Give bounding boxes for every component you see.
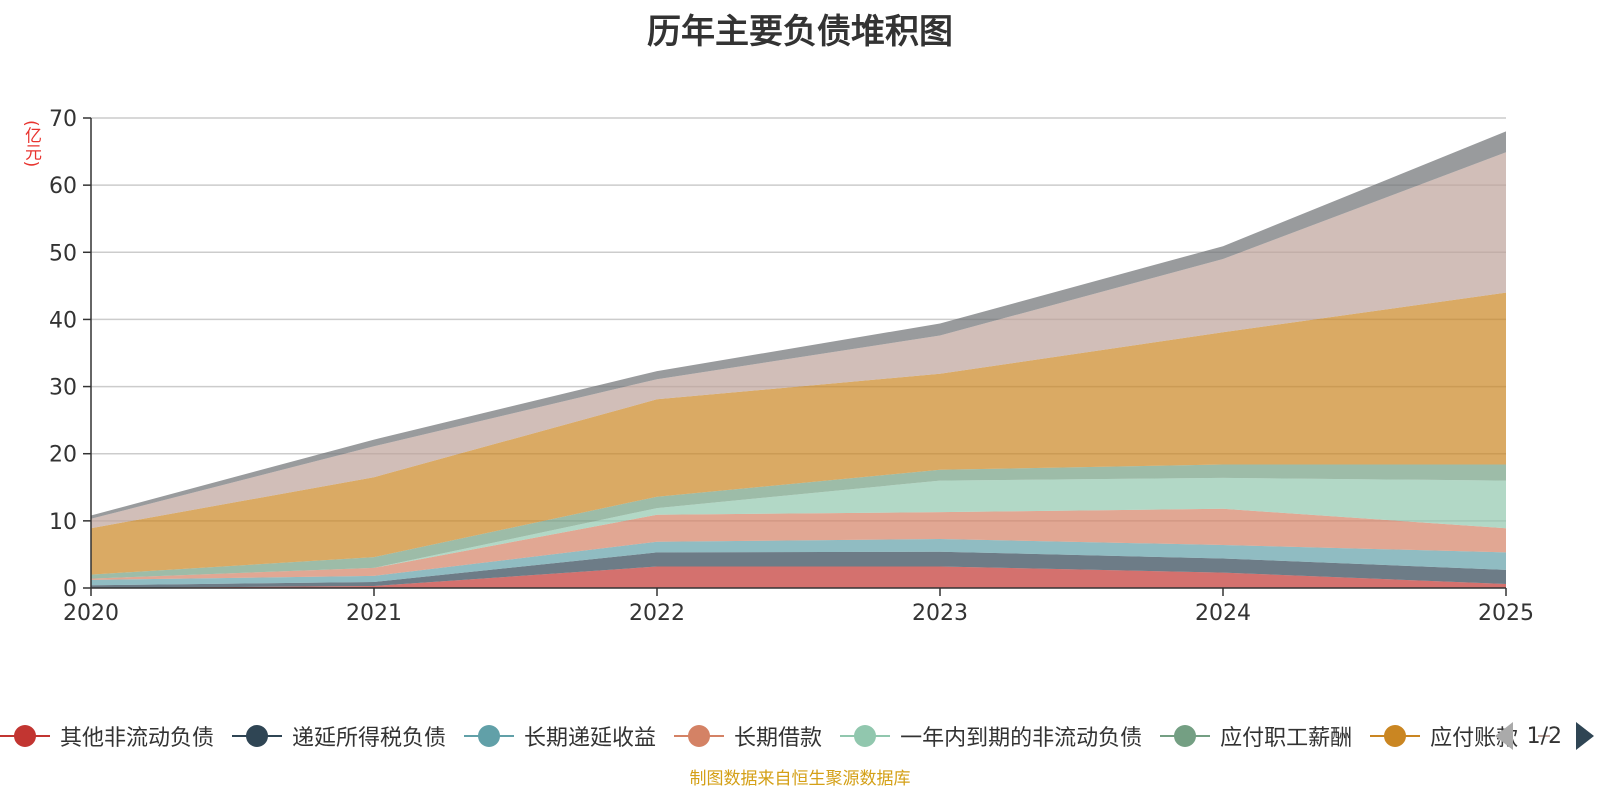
legend-prev-page-button[interactable] (1494, 722, 1513, 750)
legend-marker-icon (840, 724, 891, 748)
area-series[interactable] (91, 508, 1506, 580)
legend-item[interactable]: 长期递延收益 (464, 720, 656, 752)
legend-marker-icon (1370, 724, 1421, 748)
y-tick-label: 40 (49, 308, 77, 333)
legend: 其他非流动负债 递延所得税负债 长期递延收益 长期借款 一年内到期的非流动负债 应付职工薪… (0, 718, 1600, 754)
y-axis-unit-label: (亿元) (21, 120, 41, 168)
area-series[interactable] (91, 477, 1506, 579)
area-series[interactable] (91, 551, 1506, 588)
y-tick-label: 20 (49, 443, 77, 468)
legend-label: 应付职工薪酬 (1220, 726, 1353, 751)
legend-next-page-button[interactable] (1576, 722, 1594, 750)
legend-label: 长期借款 (734, 726, 823, 751)
area-series[interactable] (91, 539, 1506, 586)
legend-label: 长期递延收益 (524, 726, 657, 751)
legend-page-indicator: 1/2 (1526, 723, 1562, 749)
y-tick-label: 10 (49, 510, 77, 535)
area-series[interactable] (91, 566, 1506, 589)
legend-item[interactable]: 长期借款 (674, 720, 822, 752)
legend-label: 一年内到期的非流动负债 (900, 726, 1143, 751)
x-tick-label: 2025 (1478, 601, 1534, 626)
area-series[interactable] (91, 131, 1506, 519)
legend-marker-icon (0, 724, 50, 748)
y-tick-label: 30 (49, 376, 77, 401)
legend-item[interactable]: 应付职工薪酬 (1160, 720, 1352, 752)
y-tick-label: 50 (49, 241, 77, 266)
y-tick-label: 0 (63, 577, 77, 602)
y-tick-label: 60 (49, 174, 77, 199)
legend-item[interactable]: 递延所得税负债 (232, 720, 446, 752)
x-tick-label: 2022 (629, 601, 685, 626)
legend-item[interactable]: 一年内到期的非流动负债 (840, 720, 1142, 752)
legend-marker-icon (1160, 724, 1211, 748)
axes: 0 10 20 30 40 50 60 70 2020 2021 2022 2023 2024 2025 (49, 107, 1534, 626)
legend-marker-icon (674, 724, 725, 748)
x-tick-label: 2021 (346, 601, 402, 626)
legend-marker-icon (232, 724, 283, 748)
legend-label: 其他非流动负债 (60, 726, 215, 751)
area-series[interactable] (91, 292, 1506, 575)
chart-title: 历年主要负债堆积图 (647, 12, 953, 52)
source-note: 制图数据来自恒生聚源数据库 (689, 769, 911, 789)
area-series[interactable] (91, 152, 1506, 529)
x-tick-label: 2020 (63, 601, 119, 626)
legend-label: 递延所得税负债 (292, 726, 447, 751)
x-tick-label: 2023 (912, 601, 968, 626)
area-series[interactable] (91, 464, 1506, 579)
legend-marker-icon (1538, 735, 1551, 737)
legend-pager: 1/2 (1494, 718, 1594, 754)
x-tick-label: 2024 (1195, 601, 1251, 626)
legend-marker-icon (464, 724, 515, 748)
y-tick-label: 70 (49, 107, 77, 132)
legend-item[interactable]: 其他非流动负债 (0, 720, 214, 752)
stacked-areas (91, 131, 1506, 588)
